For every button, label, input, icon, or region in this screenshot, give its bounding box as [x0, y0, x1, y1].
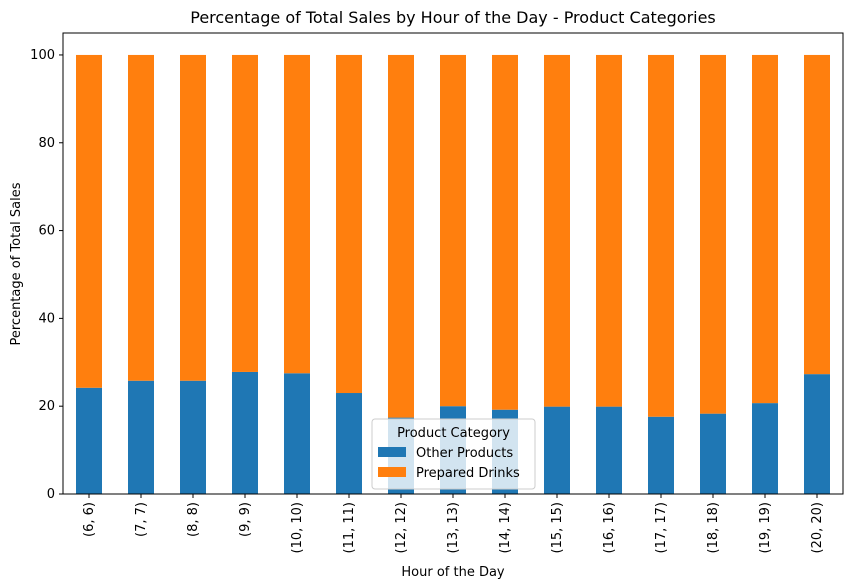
legend-label: Prepared Drinks: [416, 466, 520, 481]
bar-other-products: [648, 416, 674, 494]
y-tick-label: 20: [38, 399, 55, 414]
bar-other-products: [336, 393, 362, 494]
bar-other-products: [700, 413, 726, 494]
bar-other-products: [128, 380, 154, 494]
x-tick-label: (17, 17): [654, 502, 669, 554]
x-tick-label: (15, 15): [550, 502, 565, 554]
x-axis-label: Hour of the Day: [401, 565, 505, 580]
x-tick-label: (20, 20): [810, 502, 825, 554]
y-tick-label: 60: [38, 224, 55, 239]
plot-area: (6, 6) (7, 7) (8, 8) (9, 9) (10, 10) (11, 11)…: [30, 32, 844, 554]
x-tick-label: (7, 7): [134, 502, 149, 537]
legend: Product Category Other Products Prepared D…: [371, 418, 536, 490]
y-tick-label: 80: [38, 136, 55, 151]
bar-other-products: [544, 406, 570, 494]
y-tick-label: 0: [47, 487, 55, 502]
bar-prepared-drinks: [336, 54, 362, 394]
bar-prepared-drinks: [76, 54, 102, 388]
bar-other-products: [284, 373, 310, 494]
bar-other-products: [232, 371, 258, 494]
x-tick-label: (11, 11): [342, 502, 357, 554]
bar-prepared-drinks: [180, 54, 206, 381]
bar-prepared-drinks: [544, 54, 570, 407]
x-tick-label: (10, 10): [290, 502, 305, 554]
bar-other-products: [752, 403, 778, 494]
bar-other-products: [596, 406, 622, 494]
bar-prepared-drinks: [700, 54, 726, 414]
x-tick-label: (13, 13): [446, 502, 461, 554]
axes-frame: [62, 32, 844, 495]
bar-other-products: [180, 380, 206, 494]
legend-box: [371, 418, 536, 490]
legend-title: Product Category: [397, 426, 510, 441]
x-tick-label: (19, 19): [758, 502, 773, 554]
y-axis-label: Percentage of Total Sales: [9, 182, 24, 345]
y-tick-label: 40: [38, 311, 55, 326]
x-tick-label: (8, 8): [186, 502, 201, 537]
bar-prepared-drinks: [284, 54, 310, 374]
x-tick-label: (16, 16): [602, 502, 617, 554]
chart-title: Percentage of Total Sales by Hour of the…: [190, 8, 716, 27]
legend-swatch: [378, 467, 406, 477]
bar-prepared-drinks: [232, 54, 258, 372]
x-tick-label: (9, 9): [238, 502, 253, 537]
bar-prepared-drinks: [596, 54, 622, 407]
bar-other-products: [76, 387, 102, 494]
bar-prepared-drinks: [440, 54, 466, 407]
x-tick-label: (18, 18): [706, 502, 721, 554]
y-tick-label: 100: [30, 48, 55, 63]
bar-prepared-drinks: [752, 54, 778, 404]
bar-prepared-drinks: [804, 54, 830, 375]
x-tick-label: (12, 12): [394, 502, 409, 554]
bar-prepared-drinks: [388, 54, 414, 418]
legend-label: Other Products: [416, 446, 513, 461]
bar-prepared-drinks: [492, 54, 518, 410]
bar-other-products: [804, 374, 830, 494]
bar-prepared-drinks: [648, 54, 674, 417]
x-tick-label: (14, 14): [498, 502, 513, 554]
bar-prepared-drinks: [128, 54, 154, 381]
legend-swatch: [378, 447, 406, 457]
x-tick-label: (6, 6): [82, 502, 97, 537]
